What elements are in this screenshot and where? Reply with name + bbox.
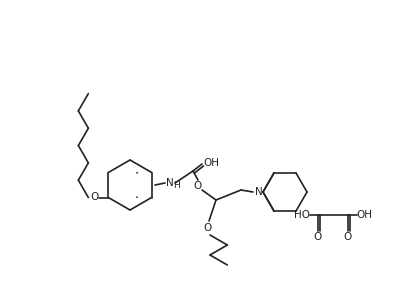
Text: N: N [255, 187, 262, 197]
Text: O: O [90, 193, 98, 202]
Text: OH: OH [355, 210, 371, 220]
Text: O: O [343, 232, 351, 242]
Text: O: O [203, 223, 212, 233]
Text: HO: HO [293, 210, 309, 220]
Text: O: O [313, 232, 321, 242]
Text: OH: OH [203, 158, 219, 168]
Text: O: O [193, 181, 202, 191]
Text: H: H [173, 180, 180, 189]
Text: N: N [166, 178, 174, 188]
